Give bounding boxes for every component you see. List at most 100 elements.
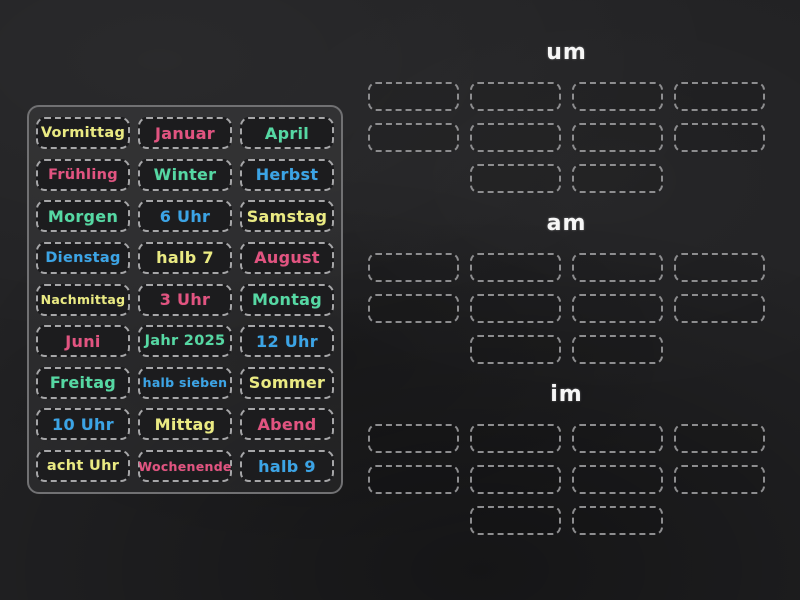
slot-row [368, 335, 765, 364]
drop-slot[interactable] [470, 123, 561, 152]
drop-slot[interactable] [674, 424, 765, 453]
word-tile[interactable]: Montag [240, 283, 334, 316]
word-tile-label: Jahr 2025 [144, 333, 226, 350]
drop-slot[interactable] [470, 82, 561, 111]
drop-slot[interactable] [470, 465, 561, 494]
word-tile[interactable]: Samstag [240, 200, 334, 233]
word-tile-label: Abend [257, 414, 317, 434]
slot-row [368, 465, 765, 494]
word-tile[interactable]: 10 Uhr [36, 408, 130, 441]
word-tile-label: Dienstag [45, 249, 121, 266]
word-tile-label: Nachmittag [40, 292, 126, 307]
drop-slot[interactable] [572, 123, 663, 152]
word-tile-label: Freitag [49, 373, 117, 393]
group-um: um [368, 40, 765, 193]
drop-slot[interactable] [470, 506, 561, 535]
slot-row [368, 253, 765, 282]
word-tile[interactable]: halb 7 [138, 241, 232, 274]
group-slots-im [368, 424, 765, 535]
drop-slot[interactable] [674, 465, 765, 494]
drop-slot[interactable] [470, 424, 561, 453]
slot-row [368, 506, 765, 535]
group-slots-um [368, 82, 765, 193]
slot-row [368, 294, 765, 323]
drop-slot[interactable] [674, 253, 765, 282]
word-tile-label: Morgen [47, 206, 119, 226]
group-im: im [368, 382, 765, 535]
word-tile[interactable]: Wochenende [138, 450, 232, 482]
slot-row [368, 164, 765, 193]
word-tile[interactable]: August [240, 241, 334, 274]
slot-row [368, 82, 765, 111]
group-am: am [368, 211, 765, 364]
word-tile[interactable]: Sommer [240, 366, 334, 399]
drop-slot[interactable] [368, 294, 459, 323]
word-tile[interactable]: acht Uhr [36, 450, 130, 482]
slot-row [368, 123, 765, 152]
word-tile-label: Sommer [248, 373, 326, 393]
word-tile[interactable]: 6 Uhr [138, 200, 232, 233]
word-tile-label: 6 Uhr [159, 206, 211, 226]
drop-slot[interactable] [368, 123, 459, 152]
drop-slot[interactable] [572, 335, 663, 364]
word-tile-label: 12 Uhr [256, 331, 318, 351]
word-tile[interactable]: Januar [138, 117, 232, 149]
word-tile[interactable]: Juni [36, 325, 130, 358]
word-tile-label: acht Uhr [46, 458, 120, 474]
drop-slot[interactable] [572, 465, 663, 494]
word-tile[interactable]: Freitag [36, 366, 130, 399]
word-tile-label: Juni [65, 331, 101, 351]
drop-slot[interactable] [470, 335, 561, 364]
word-tile-label: Januar [154, 123, 216, 143]
word-tile[interactable]: halb 9 [240, 450, 334, 482]
word-tile[interactable]: April [240, 117, 334, 149]
word-tile-label: April [264, 123, 310, 143]
word-tile[interactable]: 3 Uhr [138, 283, 232, 316]
drop-slot[interactable] [470, 253, 561, 282]
drop-slot[interactable] [674, 82, 765, 111]
word-tile[interactable]: Mittag [138, 408, 232, 441]
word-tile-label: halb 7 [156, 248, 214, 268]
word-tile-label: Winter [153, 165, 217, 185]
word-tile[interactable]: Abend [240, 408, 334, 441]
word-tile-label: Samstag [246, 206, 328, 226]
word-tile-label: Montag [251, 290, 322, 309]
drop-slot[interactable] [572, 294, 663, 323]
word-tile-label: halb 9 [258, 456, 316, 476]
group-header-am: am [546, 211, 587, 236]
word-tile-label: Vormittag [40, 125, 126, 141]
drop-slot[interactable] [572, 424, 663, 453]
group-header-im: im [550, 382, 583, 407]
groups-area: um am im [368, 40, 765, 553]
word-tile[interactable]: Vormittag [36, 117, 130, 149]
drop-slot[interactable] [572, 506, 663, 535]
word-tile[interactable]: Frühling [36, 158, 130, 191]
drop-slot[interactable] [368, 82, 459, 111]
slot-row [368, 424, 765, 453]
word-tile[interactable]: 12 Uhr [240, 325, 334, 358]
word-tile-label: 10 Uhr [52, 414, 114, 434]
word-tile[interactable]: halb sieben [138, 366, 232, 399]
word-tile-label: August [254, 248, 320, 268]
word-tile[interactable]: Dienstag [36, 241, 130, 274]
drop-slot[interactable] [572, 253, 663, 282]
drop-slot[interactable] [368, 253, 459, 282]
word-tile-label: Herbst [255, 165, 319, 185]
word-tile-label: Mittag [154, 414, 216, 434]
word-tile[interactable]: Herbst [240, 158, 334, 191]
word-tile-label: Frühling [48, 166, 118, 183]
drop-slot[interactable] [470, 294, 561, 323]
word-tile-label: 3 Uhr [159, 290, 211, 309]
word-tile-label: Wochenende [138, 458, 232, 474]
drop-slot[interactable] [674, 294, 765, 323]
drop-slot[interactable] [572, 82, 663, 111]
word-tile[interactable]: Winter [138, 158, 232, 191]
drop-slot[interactable] [572, 164, 663, 193]
word-tile[interactable]: Morgen [36, 200, 130, 233]
drop-slot[interactable] [368, 465, 459, 494]
drop-slot[interactable] [368, 424, 459, 453]
drop-slot[interactable] [674, 123, 765, 152]
drop-slot[interactable] [470, 164, 561, 193]
word-tile[interactable]: Jahr 2025 [138, 325, 232, 358]
word-tile[interactable]: Nachmittag [36, 283, 130, 316]
